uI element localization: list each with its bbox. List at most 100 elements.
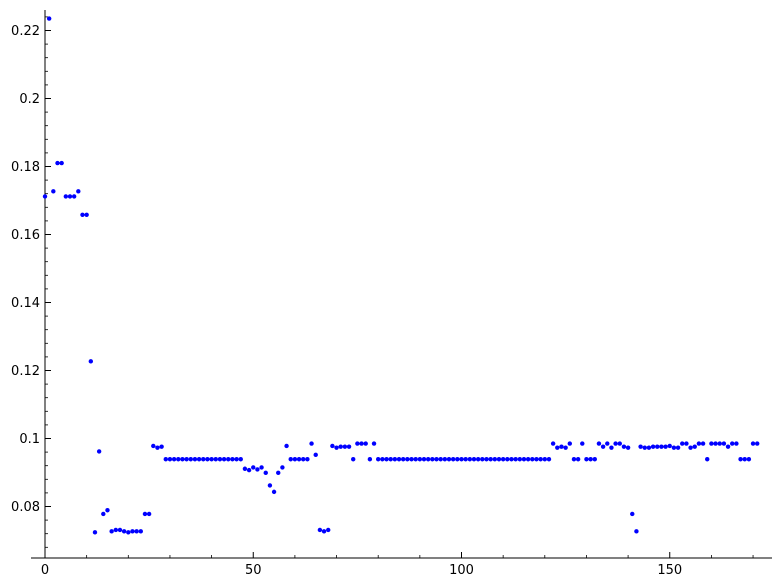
data-point xyxy=(580,441,585,446)
data-point xyxy=(113,527,119,533)
data-point xyxy=(105,508,110,513)
data-point xyxy=(271,489,277,495)
data-point xyxy=(492,457,498,462)
data-point xyxy=(684,441,689,446)
data-point xyxy=(530,457,535,462)
data-point xyxy=(638,444,643,449)
data-point xyxy=(326,527,331,533)
data-point xyxy=(71,194,77,199)
data-point xyxy=(671,445,677,450)
data-point xyxy=(521,457,527,462)
data-point xyxy=(371,441,377,446)
data-point xyxy=(59,160,64,166)
data-point xyxy=(355,441,360,446)
data-point xyxy=(600,444,606,449)
data-point xyxy=(550,441,556,446)
data-point xyxy=(717,441,722,446)
data-point xyxy=(205,457,210,462)
data-point xyxy=(400,457,406,462)
data-point xyxy=(696,441,702,446)
data-point xyxy=(246,467,252,473)
data-point xyxy=(725,444,731,449)
data-point xyxy=(455,457,460,462)
data-point xyxy=(80,212,85,217)
y-tick-label: 0.18 xyxy=(11,160,40,175)
y-axis-ticks: 0.08 0.1 0.12 0.14 0.16 0.18 0.2 0.22 xyxy=(11,24,51,515)
data-point xyxy=(217,457,223,462)
data-point xyxy=(646,445,652,450)
data-point xyxy=(63,194,69,199)
data-point xyxy=(213,457,218,462)
data-point xyxy=(359,441,364,446)
x-tick-label: 0 xyxy=(41,563,49,578)
data-point xyxy=(655,444,660,449)
data-point xyxy=(392,457,398,462)
data-point xyxy=(101,511,106,517)
data-point xyxy=(67,194,73,199)
data-point xyxy=(430,457,435,462)
data-point xyxy=(51,189,56,194)
y-tick-label: 0.1 xyxy=(19,432,40,447)
y-tick-label: 0.2 xyxy=(19,92,40,107)
data-point xyxy=(242,466,248,471)
y-tick-label: 0.12 xyxy=(11,364,40,379)
data-point xyxy=(609,445,614,450)
data-point xyxy=(142,511,148,517)
data-point xyxy=(625,445,631,450)
data-point xyxy=(196,457,202,462)
data-point xyxy=(155,445,160,450)
data-point xyxy=(396,457,402,462)
data-point xyxy=(346,444,352,449)
data-point xyxy=(234,457,239,462)
data-point xyxy=(488,457,493,462)
data-point xyxy=(705,457,710,462)
data-point xyxy=(605,441,610,446)
data-point xyxy=(301,457,306,462)
x-tick-label: 150 xyxy=(657,563,682,578)
data-point xyxy=(146,511,152,517)
y-tick-label: 0.16 xyxy=(11,228,40,243)
data-point xyxy=(721,441,727,446)
data-point xyxy=(138,529,143,534)
data-point xyxy=(700,441,706,446)
data-point xyxy=(405,457,410,462)
data-point xyxy=(388,457,393,462)
data-point xyxy=(742,457,747,462)
data-point xyxy=(363,441,368,446)
data-point xyxy=(567,441,572,446)
data-point xyxy=(642,445,647,450)
data-point xyxy=(496,457,502,462)
data-point xyxy=(434,457,439,462)
data-point xyxy=(471,457,477,462)
data-point xyxy=(509,457,514,462)
data-point xyxy=(463,457,468,462)
data-point xyxy=(376,457,381,462)
data-point xyxy=(276,470,281,476)
data-point xyxy=(438,457,443,462)
data-point xyxy=(263,470,268,476)
data-point xyxy=(450,457,456,462)
data-point xyxy=(613,441,618,446)
data-point xyxy=(342,444,348,449)
data-point xyxy=(259,465,264,470)
data-point xyxy=(525,457,531,462)
data-point xyxy=(296,457,302,462)
data-point xyxy=(505,457,510,462)
data-point xyxy=(321,529,327,534)
data-point xyxy=(563,445,568,450)
data-point xyxy=(76,189,81,194)
data-point xyxy=(180,457,185,462)
data-point xyxy=(634,529,639,534)
data-point xyxy=(159,444,164,449)
data-point xyxy=(688,445,693,450)
data-point xyxy=(513,457,518,462)
data-point xyxy=(92,530,98,535)
x-axis-ticks: 0 50 100 150 xyxy=(41,552,682,578)
data-point xyxy=(230,457,235,462)
x-tick-label: 50 xyxy=(245,563,262,578)
data-point xyxy=(313,452,318,458)
data-point xyxy=(713,441,718,446)
data-point xyxy=(517,457,523,462)
data-point xyxy=(192,457,198,462)
data-point xyxy=(88,359,94,364)
